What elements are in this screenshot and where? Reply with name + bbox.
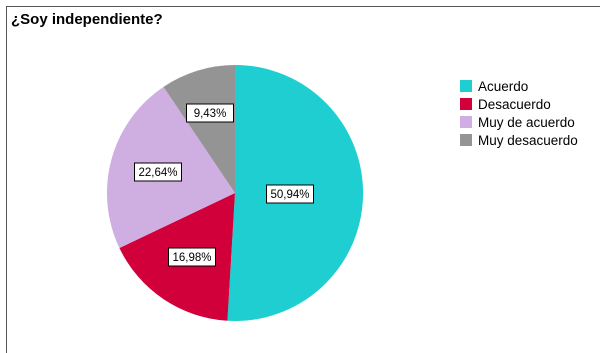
slice-label: 16,98%	[168, 247, 216, 267]
pie-slices	[106, 64, 364, 321]
legend-label: Desacuerdo	[478, 97, 551, 112]
pie-slice-muy-desacuerdo	[163, 65, 235, 193]
legend-label: Acuerdo	[478, 79, 528, 94]
chart-frame	[6, 6, 600, 353]
slice-label: 9,43%	[186, 103, 234, 123]
legend-swatch	[460, 80, 472, 92]
slice-label-box	[168, 247, 216, 267]
pie-slice-labels: 50,94% 16,98% 22,64% 9,43%	[134, 103, 314, 267]
slice-label: 50,94%	[266, 184, 314, 204]
chart-legend: Acuerdo Desacuerdo Muy de acuerdo Muy desac…	[460, 79, 578, 148]
slice-label-box	[186, 103, 234, 123]
slice-label-box	[134, 162, 182, 182]
slice-label-text: 9,43%	[194, 108, 227, 120]
legend-swatch	[460, 98, 472, 110]
legend-swatch	[460, 116, 472, 128]
slice-label-text: 16,98%	[172, 252, 211, 264]
slice-label-text: 22,64%	[138, 167, 177, 179]
legend-label: Muy de acuerdo	[478, 115, 575, 130]
legend-label: Muy desacuerdo	[478, 133, 578, 148]
slice-label: 22,64%	[134, 162, 182, 182]
slice-label-box	[266, 184, 314, 204]
slice-label-text: 50,94%	[270, 189, 309, 201]
chart-title: ¿Soy independiente?	[11, 11, 163, 28]
legend-swatch	[460, 134, 472, 146]
